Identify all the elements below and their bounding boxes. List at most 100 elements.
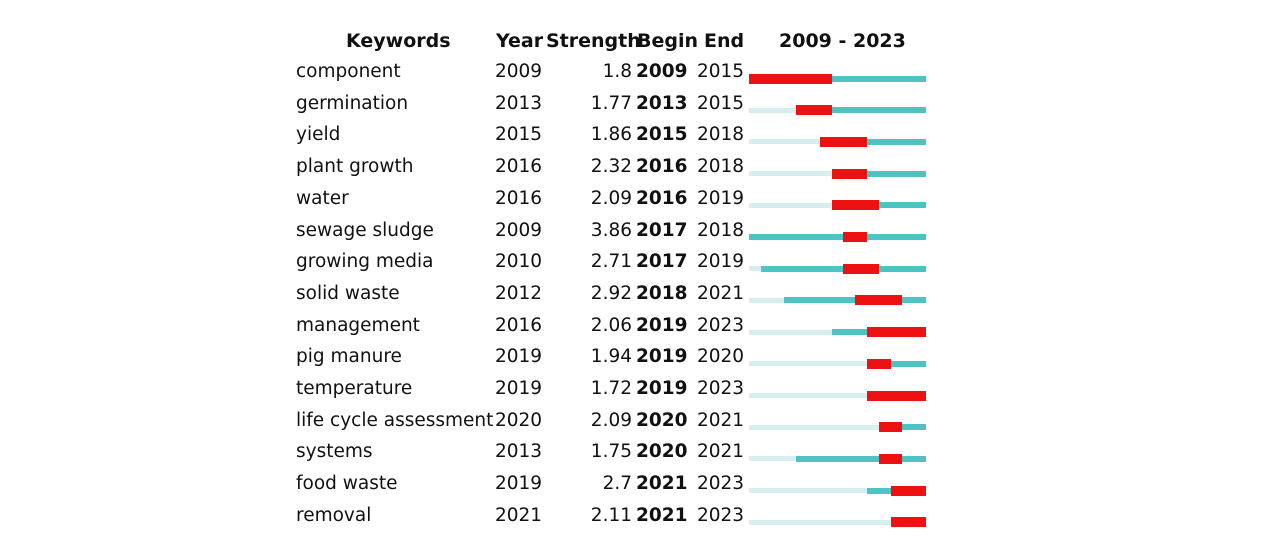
end-cell: 2018 — [697, 156, 745, 178]
begin-cell: 2021 — [636, 473, 688, 495]
keyword-cell: food waste — [296, 473, 398, 495]
year-cell: 2015 — [495, 124, 543, 146]
begin-cell: 2016 — [636, 156, 688, 178]
strength-cell: 1.94 — [590, 346, 632, 368]
begin-cell: 2019 — [636, 314, 688, 336]
table-row: growing media 2010 2.71 2017 2019 — [0, 246, 1271, 277]
timeline-burst-bar — [819, 136, 867, 147]
table-row: temperature 2019 1.72 2019 2023 — [0, 373, 1271, 404]
keyword-cell: germination — [296, 92, 409, 114]
strength-cell: 2.71 — [590, 251, 632, 273]
burst-timeline — [749, 341, 926, 372]
strength-cell: 2.11 — [590, 504, 632, 526]
strength-cell: 2.06 — [590, 314, 632, 336]
timeline-burst-bar — [890, 517, 926, 528]
begin-cell: 2019 — [636, 378, 688, 399]
timeline-burst-bar — [878, 453, 903, 464]
table-row: management 2016 2.06 2019 2023 — [0, 310, 1271, 341]
table-row: systems 2013 1.75 2020 2021 — [0, 436, 1271, 467]
year-cell: 2019 — [495, 378, 543, 399]
strength-cell: 3.86 — [590, 219, 632, 241]
timeline-burst-bar — [796, 105, 832, 116]
timeline-active-bar — [819, 138, 926, 145]
end-cell: 2023 — [697, 473, 745, 495]
timeline-burst-bar — [749, 73, 832, 84]
burst-timeline — [749, 119, 926, 150]
keyword-cell: temperature — [296, 378, 413, 399]
header-strength: Strength — [546, 30, 641, 52]
end-cell: 2023 — [697, 314, 745, 336]
burst-timeline — [749, 373, 926, 404]
year-cell: 2019 — [495, 473, 543, 495]
timeline-inactive-bar — [749, 393, 926, 398]
timeline-inactive-bar — [749, 519, 926, 525]
strength-cell: 1.75 — [590, 441, 632, 463]
begin-cell: 2020 — [636, 441, 688, 463]
strength-cell: 1.8 — [602, 61, 632, 82]
strength-cell: 1.86 — [590, 124, 632, 146]
year-cell: 2021 — [495, 504, 543, 526]
table-row: removal 2021 2.11 2021 2023 — [0, 500, 1271, 531]
header-year: Year — [496, 30, 544, 52]
end-cell: 2021 — [697, 282, 745, 304]
begin-cell: 2017 — [636, 219, 688, 241]
timeline-active-bar — [831, 202, 926, 209]
table-row: yield 2015 1.86 2015 2018 — [0, 119, 1271, 150]
table-row: plant growth 2016 2.32 2016 2018 — [0, 151, 1271, 182]
timeline-active-bar — [749, 234, 926, 240]
strength-cell: 2.32 — [590, 156, 632, 178]
timeline-active-bar — [878, 424, 926, 431]
begin-cell: 2018 — [636, 282, 688, 304]
end-cell: 2015 — [697, 92, 745, 114]
keyword-cell: plant growth — [296, 156, 414, 178]
table-row: sewage sludge 2009 3.86 2017 2018 — [0, 215, 1271, 246]
strength-cell: 2.7 — [602, 473, 632, 495]
timeline-burst-bar — [890, 485, 926, 496]
table-row: component 2009 1.8 2009 2015 — [0, 56, 1271, 87]
timeline-burst-bar — [878, 422, 903, 433]
year-cell: 2013 — [495, 92, 543, 114]
keyword-cell: pig manure — [296, 346, 402, 368]
year-cell: 2009 — [495, 61, 543, 82]
timeline-burst-bar — [831, 200, 879, 211]
timeline-burst-bar — [867, 327, 926, 338]
timeline-active-bar — [749, 75, 926, 82]
end-cell: 2020 — [697, 346, 745, 368]
burst-timeline — [749, 88, 926, 119]
burst-timeline — [749, 215, 926, 246]
end-cell: 2018 — [697, 124, 745, 146]
end-cell: 2023 — [697, 504, 745, 526]
header-begin: Begin — [637, 30, 699, 52]
keyword-cell: solid waste — [296, 282, 400, 304]
burst-timeline — [749, 183, 926, 214]
begin-cell: 2021 — [636, 504, 688, 526]
begin-cell: 2019 — [636, 346, 688, 368]
timeline-inactive-bar — [749, 488, 926, 494]
end-cell: 2015 — [697, 61, 745, 82]
timeline-burst-bar — [831, 168, 867, 179]
begin-cell: 2009 — [636, 61, 688, 82]
strength-cell: 1.77 — [590, 92, 632, 114]
end-cell: 2021 — [697, 409, 745, 431]
keyword-cell: management — [296, 314, 420, 336]
keyword-cell: water — [296, 187, 349, 209]
keyword-cell: systems — [296, 441, 373, 463]
header-end: End — [704, 30, 745, 52]
keyword-cell: removal — [296, 504, 372, 526]
header-range: 2009 - 2023 — [779, 30, 906, 52]
timeline-burst-bar — [843, 263, 879, 274]
end-cell: 2023 — [697, 378, 745, 399]
burst-timeline — [749, 468, 926, 499]
end-cell: 2018 — [697, 219, 745, 241]
strength-cell: 2.09 — [590, 409, 632, 431]
timeline-inactive-bar — [749, 424, 926, 430]
keyword-cell: growing media — [296, 251, 434, 273]
strength-cell: 2.92 — [590, 282, 632, 304]
table-row: food waste 2019 2.7 2021 2023 — [0, 468, 1271, 499]
burst-timeline — [749, 310, 926, 341]
keyword-cell: component — [296, 61, 401, 82]
begin-cell: 2017 — [636, 251, 688, 273]
timeline-burst-bar — [867, 390, 926, 401]
table-row: solid waste 2012 2.92 2018 2021 — [0, 278, 1271, 309]
